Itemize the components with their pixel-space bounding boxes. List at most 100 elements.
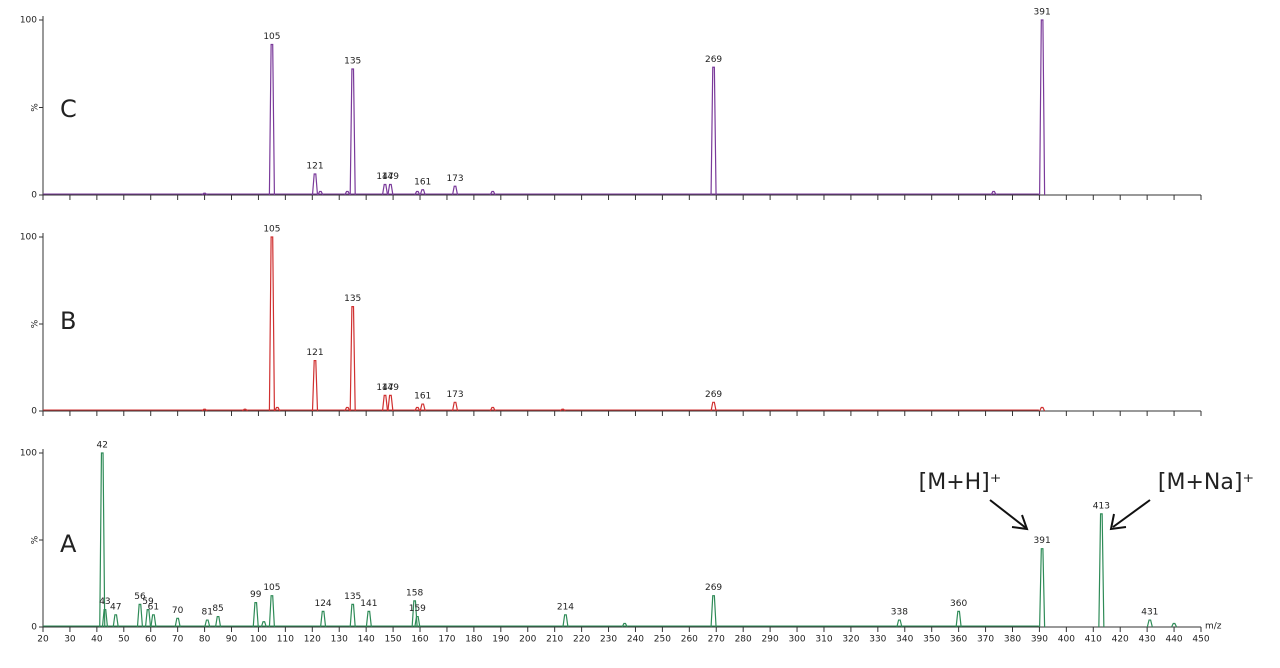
x-tick-label: 120 (304, 635, 321, 645)
peak (381, 394, 389, 412)
peak-label: 135 (344, 57, 361, 67)
panel-label: B (60, 307, 76, 335)
x-tick-label: 130 (331, 635, 348, 645)
peak (1039, 548, 1046, 628)
x-tick-label: 360 (950, 635, 967, 645)
peak-label: 105 (263, 32, 280, 42)
peak-label: 413 (1093, 501, 1110, 511)
peak (112, 614, 119, 628)
peak (317, 190, 324, 196)
peak (1098, 513, 1105, 628)
peak-label: 99 (250, 590, 262, 600)
peak-label: 269 (705, 55, 722, 65)
peak (562, 614, 569, 628)
peak (311, 359, 319, 412)
x-tick-label: 330 (869, 635, 886, 645)
x-tick-label: 150 (384, 635, 401, 645)
peak-label: 269 (705, 390, 722, 400)
x-tick-label: 410 (1085, 635, 1102, 645)
peak-label: 85 (212, 604, 223, 614)
peak-label: 149 (382, 383, 399, 393)
peak (387, 183, 394, 196)
peak-label: 61 (148, 602, 159, 612)
peak (174, 617, 181, 628)
peak (274, 406, 281, 412)
peak-label: 161 (414, 392, 431, 402)
peak (204, 619, 211, 628)
x-tick-label: 380 (1004, 635, 1021, 645)
y-tick-label: % (31, 319, 41, 328)
peak-label: 105 (263, 225, 280, 235)
peak (489, 406, 496, 412)
peak-label: 81 (202, 608, 213, 618)
peak (201, 192, 208, 196)
panel-label: A (60, 530, 77, 558)
x-tick-label: 210 (546, 635, 563, 645)
x-tick-label: 280 (735, 635, 752, 645)
peak (1146, 619, 1153, 628)
peak-label: 147 (376, 172, 393, 182)
peak (136, 603, 144, 628)
peak-label: 214 (557, 602, 574, 612)
peak-label: 56 (134, 592, 146, 602)
y-tick-label: % (31, 103, 41, 112)
peak (268, 595, 276, 628)
peak (150, 614, 157, 628)
peak-label: 161 (414, 177, 431, 187)
peak (268, 236, 276, 412)
peak (1039, 19, 1046, 196)
x-tick-label: 20 (37, 635, 49, 645)
peak-label: 43 (99, 597, 110, 607)
peak-label: 42 (97, 441, 108, 451)
peak (955, 610, 962, 628)
x-tick-label: 190 (492, 635, 509, 645)
peak-label: 147 (376, 383, 393, 393)
peak (349, 306, 356, 412)
x-tick-label: 200 (519, 635, 536, 645)
x-tick-label: 320 (842, 635, 859, 645)
y-tick-label: 0 (31, 407, 37, 417)
peak (344, 406, 351, 412)
peak (201, 408, 208, 412)
peak (411, 600, 418, 628)
peak (365, 610, 372, 628)
peak (101, 609, 109, 628)
peak (99, 452, 106, 628)
peak (214, 615, 222, 628)
x-tick-label: 70 (172, 635, 184, 645)
peak (710, 401, 717, 412)
y-tick-label: 0 (31, 623, 37, 633)
peak (621, 622, 628, 628)
peak (559, 408, 566, 412)
peak (896, 619, 903, 628)
peak (349, 603, 356, 628)
x-tick-label: 310 (815, 635, 832, 645)
peak (260, 621, 267, 628)
annotation: [M+H]⁺ (919, 470, 1002, 495)
x-tick-label: 30 (64, 635, 76, 645)
peak-label: 173 (446, 174, 463, 184)
peak-label: 431 (1141, 608, 1158, 618)
peak (990, 190, 997, 196)
x-tick-label: 290 (762, 635, 779, 645)
x-tick-label: 50 (118, 635, 130, 645)
y-tick-label: 100 (20, 449, 37, 459)
peak (144, 609, 152, 628)
peak-label: 338 (891, 608, 908, 618)
peak (344, 190, 351, 196)
peak (451, 185, 459, 196)
peak (311, 173, 319, 196)
x-tick-label: 340 (896, 635, 913, 645)
x-tick-label: 430 (1139, 635, 1156, 645)
y-tick-label: 100 (20, 16, 37, 26)
peak-label: 360 (950, 599, 967, 609)
peak (252, 602, 259, 628)
peak-label: 135 (344, 294, 361, 304)
annotation: [M+Na]⁺ (1158, 470, 1254, 495)
x-tick-label: 350 (923, 635, 940, 645)
peak (451, 401, 459, 412)
peak (1039, 406, 1046, 412)
peak (489, 190, 496, 196)
x-tick-label: 370 (977, 635, 994, 645)
peak-label: 121 (306, 348, 323, 358)
